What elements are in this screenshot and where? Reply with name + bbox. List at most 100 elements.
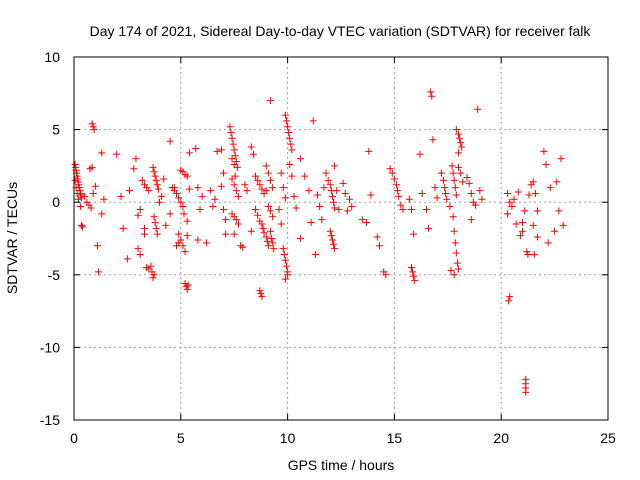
data-point bbox=[544, 239, 552, 247]
data-point bbox=[281, 256, 289, 264]
data-point bbox=[232, 216, 240, 224]
data-point bbox=[88, 163, 96, 171]
data-point bbox=[76, 203, 84, 211]
data-point bbox=[375, 242, 383, 250]
data-point bbox=[428, 92, 436, 100]
data-point bbox=[472, 201, 480, 209]
data-point bbox=[179, 203, 187, 211]
data-point bbox=[467, 189, 475, 197]
data-point bbox=[81, 192, 89, 200]
data-point bbox=[437, 169, 445, 177]
data-point bbox=[320, 184, 328, 192]
data-point bbox=[113, 150, 121, 158]
data-point bbox=[119, 224, 127, 232]
data-point bbox=[557, 155, 565, 163]
data-point bbox=[514, 188, 522, 196]
data-point bbox=[154, 185, 162, 193]
data-point bbox=[358, 216, 366, 224]
data-point bbox=[217, 182, 225, 190]
data-point bbox=[262, 187, 270, 195]
y-tick-label: -5 bbox=[48, 267, 61, 283]
data-point bbox=[77, 221, 85, 229]
data-point bbox=[259, 224, 267, 232]
x-tick-label: 15 bbox=[387, 430, 403, 446]
data-point bbox=[452, 191, 460, 199]
data-point bbox=[281, 194, 289, 202]
data-point bbox=[136, 205, 144, 213]
data-point bbox=[283, 117, 291, 125]
data-point bbox=[234, 220, 242, 228]
data-point bbox=[202, 239, 210, 247]
data-point bbox=[305, 187, 313, 195]
data-point bbox=[136, 250, 144, 258]
data-point bbox=[152, 176, 160, 184]
data-point bbox=[393, 181, 401, 189]
data-point bbox=[145, 187, 153, 195]
data-point bbox=[280, 250, 288, 258]
data-point bbox=[328, 192, 336, 200]
data-point bbox=[89, 123, 97, 131]
data-point bbox=[138, 176, 146, 184]
data-point bbox=[322, 169, 330, 177]
data-point bbox=[134, 245, 142, 253]
data-point bbox=[130, 165, 138, 173]
data-point bbox=[95, 268, 103, 276]
x-tick-labels: 0 5 10 15 20 25 bbox=[70, 430, 616, 446]
data-point bbox=[331, 162, 339, 170]
data-point bbox=[450, 227, 458, 235]
data-point bbox=[91, 182, 99, 190]
data-point bbox=[257, 290, 265, 298]
data-point bbox=[132, 155, 140, 163]
data-point bbox=[258, 220, 266, 228]
data-point bbox=[429, 136, 437, 144]
y-tick-label: -15 bbox=[40, 412, 60, 428]
data-point bbox=[241, 181, 249, 189]
data-point bbox=[207, 187, 215, 195]
data-point bbox=[449, 169, 457, 177]
data-point bbox=[73, 189, 81, 197]
data-point bbox=[463, 174, 471, 182]
data-point bbox=[87, 204, 95, 212]
data-point bbox=[405, 195, 413, 203]
data-point bbox=[269, 184, 277, 192]
data-point bbox=[522, 388, 530, 396]
data-point bbox=[410, 230, 418, 238]
data-point bbox=[147, 262, 155, 270]
data-point bbox=[256, 181, 264, 189]
data-point bbox=[175, 230, 183, 238]
data-point bbox=[519, 219, 527, 227]
x-tick-label: 0 bbox=[70, 430, 78, 446]
data-point bbox=[73, 172, 81, 180]
data-point bbox=[286, 134, 294, 142]
data-point bbox=[275, 205, 283, 213]
data-point bbox=[150, 271, 158, 279]
data-point bbox=[465, 179, 473, 187]
y-axis-label: SDTVAR / TECUs bbox=[4, 182, 20, 294]
data-point bbox=[98, 149, 106, 157]
data-point bbox=[232, 187, 240, 195]
data-point bbox=[267, 176, 275, 184]
data-point bbox=[71, 160, 79, 168]
data-point bbox=[343, 207, 351, 215]
data-point bbox=[326, 181, 334, 189]
data-point bbox=[551, 227, 559, 235]
x-tick-label: 10 bbox=[280, 430, 296, 446]
data-point bbox=[328, 236, 336, 244]
data-point bbox=[476, 187, 484, 195]
data-point bbox=[184, 281, 192, 289]
data-point bbox=[149, 163, 157, 171]
data-point bbox=[410, 272, 418, 280]
data-point bbox=[373, 233, 381, 241]
data-point bbox=[311, 250, 319, 258]
data-point bbox=[458, 143, 466, 151]
data-point bbox=[180, 210, 188, 218]
data-point bbox=[467, 216, 475, 224]
data-point bbox=[524, 250, 532, 258]
data-point bbox=[448, 162, 456, 170]
y-tick-label: 0 bbox=[52, 194, 60, 210]
data-point bbox=[504, 189, 512, 197]
data-point bbox=[301, 172, 309, 180]
data-point bbox=[504, 210, 512, 218]
data-point bbox=[446, 203, 454, 211]
data-point bbox=[284, 123, 292, 131]
